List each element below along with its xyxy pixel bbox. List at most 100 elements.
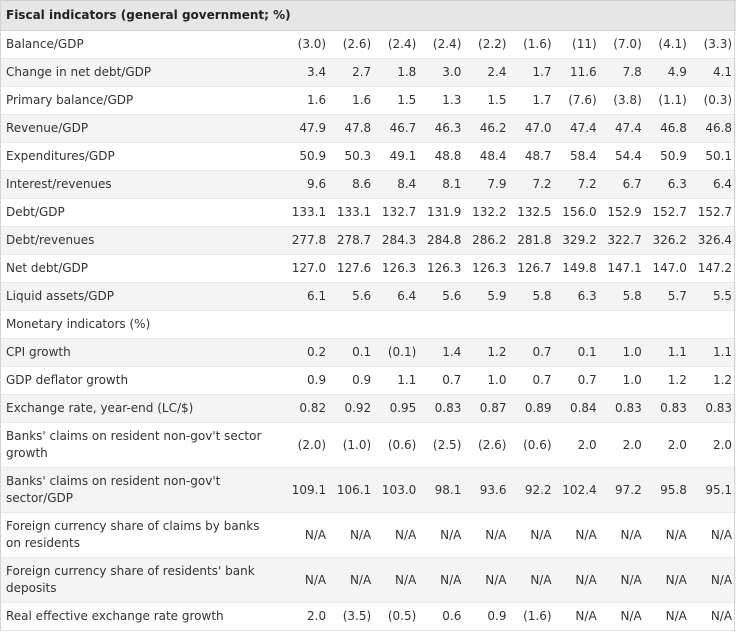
- value-cell: (3.5): [330, 602, 376, 631]
- value-cell: 2.4: [465, 58, 511, 87]
- value-cell: (4.1): [645, 30, 691, 59]
- value-cell: 2.0: [645, 422, 691, 468]
- value-cell: 156.0: [555, 198, 601, 227]
- value-cell: 47.0: [510, 114, 556, 143]
- value-cell: 322.7: [600, 226, 646, 255]
- value-cell: 2.0: [555, 422, 601, 468]
- value-cell: 1.5: [465, 86, 511, 115]
- row-label: Foreign currency share of claims by bank…: [0, 512, 285, 558]
- value-cell: 7.9: [465, 170, 511, 199]
- row-label: Primary balance/GDP: [0, 86, 285, 115]
- value-cell: 152.7: [645, 198, 691, 227]
- value-cell: 7.2: [555, 170, 601, 199]
- value-cell: 5.6: [330, 282, 376, 311]
- value-cell: 8.1: [420, 170, 466, 199]
- table-row: Banks' claims on resident non-gov't sect…: [0, 422, 737, 468]
- value-cell: 97.2: [600, 467, 646, 513]
- value-cell: 149.8: [555, 254, 601, 283]
- value-cell: 284.8: [420, 226, 466, 255]
- value-cell: N/A: [600, 602, 646, 631]
- value-cell: 147.2: [690, 254, 737, 283]
- value-cell: 0.83: [645, 394, 691, 423]
- table-row: Change in net debt/GDP 3.4 2.7 1.8 3.0 2.4 1.7…: [0, 58, 737, 87]
- table-row: Real effective exchange rate growth 2.0 (3…: [0, 602, 737, 631]
- row-label: Liquid assets/GDP: [0, 282, 285, 311]
- value-cell: 6.3: [645, 170, 691, 199]
- value-cell: 109.1: [285, 467, 331, 513]
- value-cell: (0.6): [510, 422, 556, 468]
- value-cell: N/A: [555, 602, 601, 631]
- value-cell: 3.4: [285, 58, 331, 87]
- value-cell: 0.1: [330, 338, 376, 367]
- value-cell: 277.8: [285, 226, 331, 255]
- value-cell: 0.7: [420, 366, 466, 395]
- value-cell: 6.1: [285, 282, 331, 311]
- value-cell: 326.2: [645, 226, 691, 255]
- value-cell: 6.7: [600, 170, 646, 199]
- value-cell: N/A: [645, 602, 691, 631]
- value-cell: N/A: [375, 512, 421, 558]
- value-cell: N/A: [555, 557, 601, 603]
- value-cell: (3.8): [600, 86, 646, 115]
- value-cell: (1.1): [645, 86, 691, 115]
- value-cell: 6.4: [690, 170, 737, 199]
- value-cell: 5.8: [600, 282, 646, 311]
- value-cell: N/A: [330, 557, 376, 603]
- value-cell: 0.7: [510, 338, 556, 367]
- value-cell: N/A: [690, 557, 737, 603]
- value-cell: 1.1: [375, 366, 421, 395]
- table-row: Balance/GDP (3.0) (2.6) (2.4) (2.4) (2.2) (1.6…: [0, 30, 737, 59]
- value-cell: 95.1: [690, 467, 737, 513]
- row-label: Real effective exchange rate growth: [0, 602, 285, 631]
- value-cell: (2.2): [465, 30, 511, 59]
- row-label: Balance/GDP: [0, 30, 285, 59]
- value-cell: N/A: [510, 557, 556, 603]
- value-cell: 1.5: [375, 86, 421, 115]
- value-cell: 1.2: [690, 366, 737, 395]
- table-row: CPI growth 0.2 0.1 (0.1) 1.4 1.2 0.7 0.1 1.0 1.1 1…: [0, 338, 737, 367]
- value-cell: 54.4: [600, 142, 646, 171]
- value-cell: 47.8: [330, 114, 376, 143]
- value-cell: 1.2: [645, 366, 691, 395]
- value-cell: 98.1: [420, 467, 466, 513]
- value-cell: 7.2: [510, 170, 556, 199]
- value-cell: N/A: [285, 557, 331, 603]
- value-cell: (1.6): [510, 602, 556, 631]
- row-label: Debt/revenues: [0, 226, 285, 255]
- value-cell: 1.4: [420, 338, 466, 367]
- value-cell: (1.6): [510, 30, 556, 59]
- value-cell: 0.9: [330, 366, 376, 395]
- value-cell: 7.8: [600, 58, 646, 87]
- value-cell: 8.4: [375, 170, 421, 199]
- value-cell: 46.7: [375, 114, 421, 143]
- value-cell: 49.1: [375, 142, 421, 171]
- table-row: Debt/revenues 277.8 278.7 284.3 284.8 286.2 28…: [0, 226, 737, 255]
- value-cell: 281.8: [510, 226, 556, 255]
- value-cell: N/A: [465, 557, 511, 603]
- value-cell: 2.0: [285, 602, 331, 631]
- value-cell: 127.0: [285, 254, 331, 283]
- row-label: Debt/GDP: [0, 198, 285, 227]
- value-cell: 6.3: [555, 282, 601, 311]
- row-label: Revenue/GDP: [0, 114, 285, 143]
- value-cell: 48.8: [420, 142, 466, 171]
- value-cell: 1.0: [465, 366, 511, 395]
- value-cell: 46.8: [645, 114, 691, 143]
- table-row: Primary balance/GDP 1.6 1.6 1.5 1.3 1.5 1.7 (7.…: [0, 86, 737, 115]
- value-cell: 50.1: [690, 142, 737, 171]
- value-cell: 126.3: [420, 254, 466, 283]
- row-label: Exchange rate, year-end (LC/$): [0, 394, 285, 423]
- table-row: Foreign currency share of residents' ban…: [0, 557, 737, 603]
- value-cell: 106.1: [330, 467, 376, 513]
- value-cell: 126.3: [375, 254, 421, 283]
- value-cell: 102.4: [555, 467, 601, 513]
- table-row: Banks' claims on resident non-gov't sect…: [0, 467, 737, 513]
- value-cell: 133.1: [285, 198, 331, 227]
- table-row: Revenue/GDP 47.9 47.8 46.7 46.3 46.2 47.0 47.4 4…: [0, 114, 737, 143]
- value-cell: 1.6: [330, 86, 376, 115]
- value-cell: 1.6: [285, 86, 331, 115]
- value-cell: N/A: [600, 557, 646, 603]
- value-cell: 58.4: [555, 142, 601, 171]
- value-cell: 0.89: [510, 394, 556, 423]
- row-label: Interest/revenues: [0, 170, 285, 199]
